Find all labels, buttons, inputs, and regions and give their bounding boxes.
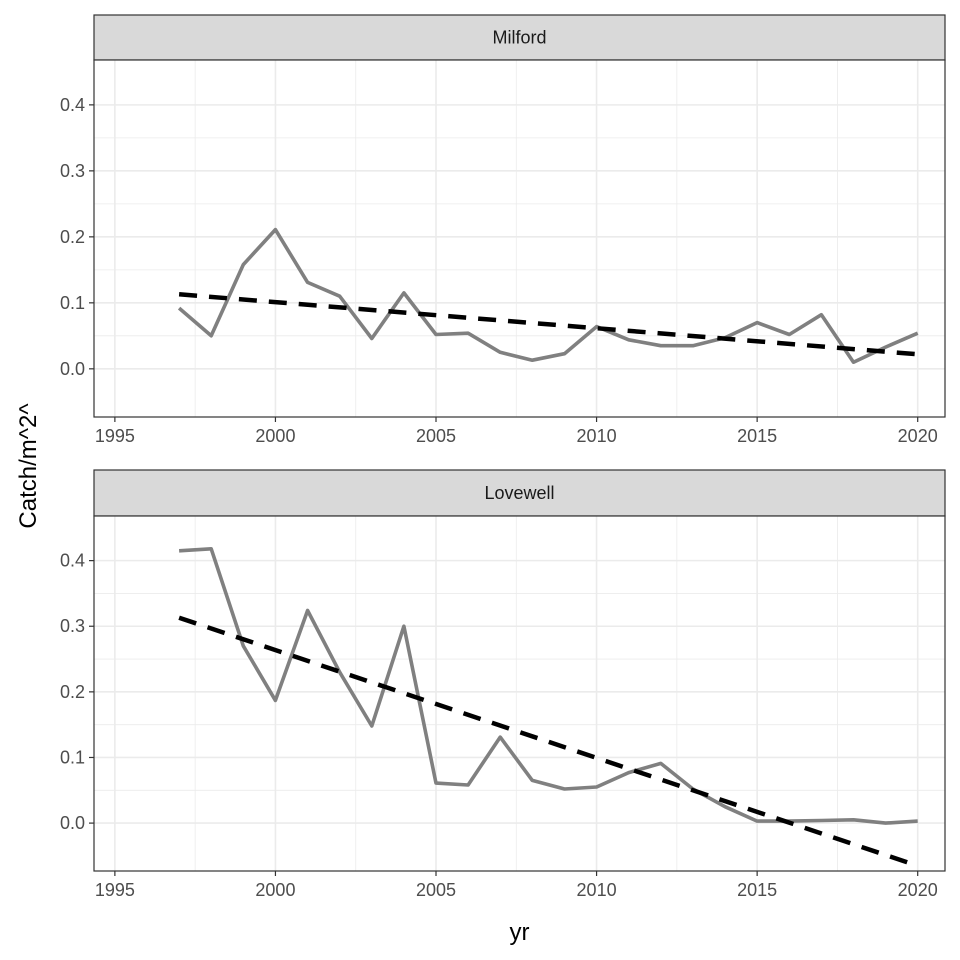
x-tick-label: 2010	[577, 426, 617, 446]
panel-border	[93, 59, 946, 418]
y-tick-label: 0.0	[60, 359, 85, 379]
observed-line	[177, 227, 919, 365]
panel-lovewell: Lovewell 0.0 0.1 0.2 0.3 0.4 1995 2000 2005 2010 2…	[60, 469, 946, 900]
panel-border	[93, 515, 946, 872]
facet-strip-label: Lovewell	[484, 483, 554, 503]
observed-line	[178, 546, 918, 825]
x-tick-label: 2005	[416, 426, 456, 446]
y-tick-label: 0.1	[60, 293, 85, 313]
facet-strip	[93, 14, 946, 61]
x-tick-label: 1995	[95, 880, 135, 900]
y-tick-label: 0.3	[60, 161, 85, 181]
y-tick-label: 0.1	[60, 747, 85, 767]
x-tick-label: 2015	[737, 880, 777, 900]
panel-milford: Milford 0.0 0.1 0.2 0.3 0.4 1995 2000 2005 2010 20…	[60, 14, 946, 446]
y-tick-label: 0.4	[60, 551, 85, 571]
x-axis-title: yr	[510, 919, 530, 946]
y-tick-label: 0.2	[60, 682, 85, 702]
x-tick-label: 1995	[95, 426, 135, 446]
y-tick-label: 0.3	[60, 616, 85, 636]
facet-strip-label: Milford	[492, 28, 546, 48]
x-tick-label: 2010	[577, 880, 617, 900]
panel-background	[94, 60, 945, 417]
y-axis-title: Catch/m^2^	[15, 403, 42, 529]
y-tick-label: 0.2	[60, 227, 85, 247]
panel-background	[94, 516, 945, 871]
x-tick-label: 2015	[737, 426, 777, 446]
facet-strip	[93, 469, 946, 517]
trend-line	[178, 292, 918, 357]
trend-line	[178, 615, 919, 868]
y-tick-label: 0.0	[60, 813, 85, 833]
y-tick-label: 0.4	[60, 95, 85, 115]
x-tick-label: 2000	[255, 426, 295, 446]
grid	[94, 60, 945, 417]
x-tick-label: 2000	[255, 880, 295, 900]
x-tick-label: 2005	[416, 880, 456, 900]
x-tick-label: 2020	[898, 426, 938, 446]
x-tick-label: 2020	[898, 880, 938, 900]
